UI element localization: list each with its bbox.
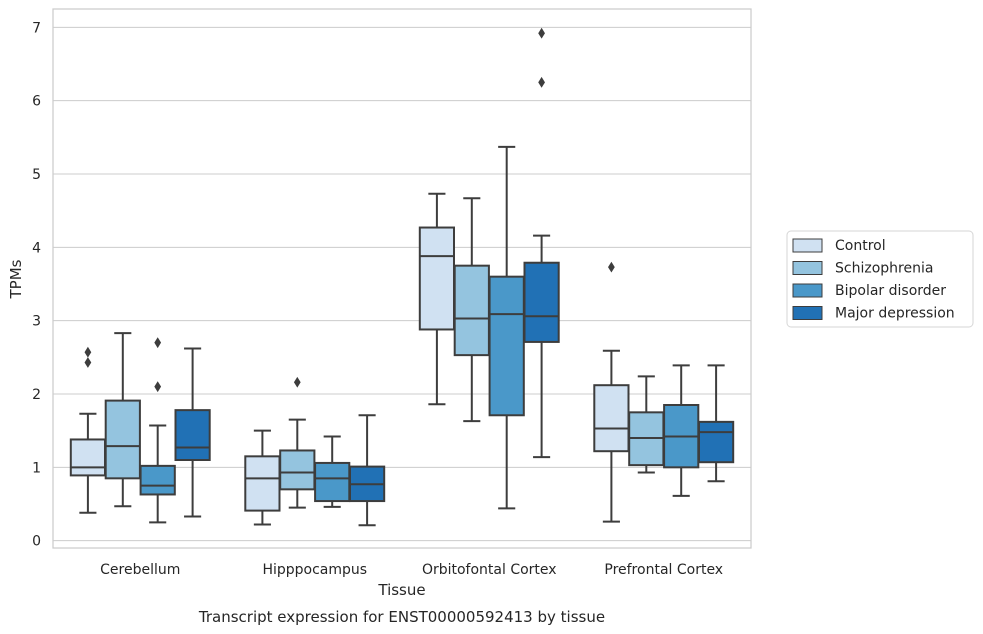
box-body (418, 226, 456, 331)
legend-item: Bipolar disorder (792, 283, 946, 299)
box-body (69, 438, 107, 477)
box (418, 192, 456, 406)
outlier-point (293, 376, 301, 388)
outlier-point (538, 76, 545, 88)
legend-item: Major depression (792, 306, 955, 322)
box (174, 347, 211, 518)
box (663, 364, 700, 497)
series-group (139, 145, 700, 524)
x-tick-label: Cerebellum (100, 562, 180, 578)
y-tick-label: 6 (32, 94, 41, 110)
series-group (174, 27, 735, 527)
legend-swatch (792, 283, 823, 298)
outlier-point (538, 27, 545, 39)
y-tick-label: 1 (32, 460, 41, 476)
legend-item: Control (792, 238, 886, 254)
box-body (244, 455, 281, 512)
box-body (139, 464, 176, 496)
legend-swatch (792, 261, 823, 275)
box-body (697, 420, 735, 464)
box-body (314, 461, 351, 503)
box-body (104, 399, 141, 480)
y-axis-label: TPMs (7, 259, 25, 299)
box (69, 346, 107, 514)
x-axis-ticks: Cerebellum Hipppocampus Orbitofontal Corte… (100, 562, 723, 578)
series-group (69, 192, 630, 526)
box (348, 414, 386, 527)
legend-label: Control (835, 238, 886, 254)
y-axis-ticks: 0 1 2 3 4 5 6 7 (32, 20, 41, 549)
legend-label: Schizophrenia (835, 261, 933, 277)
series-group (104, 197, 665, 509)
box (523, 27, 560, 459)
box (488, 145, 525, 510)
x-tick-label: Prefrontal Cortex (604, 562, 723, 578)
box (593, 261, 630, 523)
y-tick-label: 0 (32, 534, 41, 550)
y-tick-label: 7 (32, 20, 41, 36)
legend-item: Schizophrenia (792, 261, 933, 277)
legend-swatch (792, 238, 823, 253)
box (697, 364, 735, 483)
box-series (69, 27, 735, 527)
box-body (593, 384, 630, 453)
legend-swatch (792, 306, 823, 320)
y-tick-label: 2 (32, 387, 41, 403)
box-body (279, 449, 316, 491)
x-tick-label: Orbitofontal Cortex (422, 562, 557, 578)
box (244, 429, 281, 526)
box-body (488, 275, 525, 417)
box (628, 375, 665, 474)
outlier-point (84, 357, 92, 368)
box (139, 337, 176, 524)
outlier-point (84, 346, 92, 358)
box (104, 332, 141, 508)
legend-label: Bipolar disorder (835, 283, 946, 299)
box-body (523, 261, 560, 343)
outlier-point (154, 381, 162, 393)
box-body (174, 409, 211, 461)
chart-caption: Transcript expression for ENST0000059241… (198, 608, 605, 626)
outlier-point (608, 261, 615, 273)
x-tick-label: Hipppocampus (262, 562, 367, 578)
y-tick-label: 5 (32, 167, 41, 183)
legend: Control Schizophrenia Bipolar disorder Majo… (786, 230, 974, 328)
outlier-point (154, 337, 162, 349)
box (453, 197, 490, 423)
y-tick-label: 4 (32, 240, 41, 256)
box (314, 435, 351, 508)
x-axis-label: Tissue (377, 581, 425, 599)
box-body (453, 264, 490, 357)
legend-label: Major depression (835, 306, 955, 322)
legend-frame (786, 230, 974, 328)
y-tick-label: 3 (32, 314, 41, 330)
